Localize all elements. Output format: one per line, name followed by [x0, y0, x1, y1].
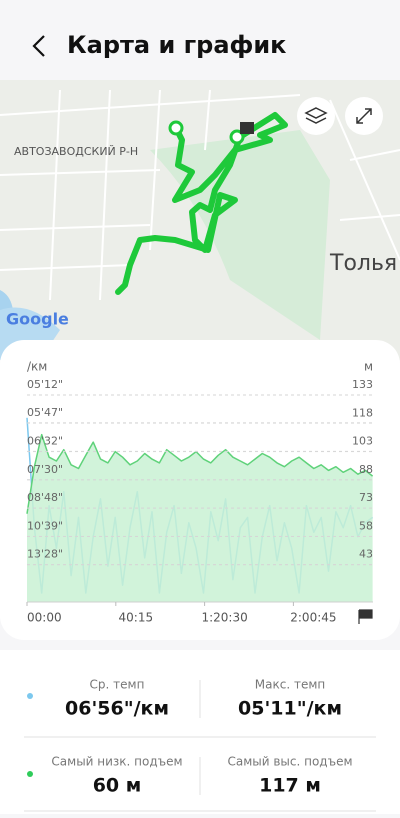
y-tick-label: 07'30": [27, 463, 63, 476]
stat-value: 05'11"/км: [238, 698, 342, 720]
map-label: Толья: [329, 251, 397, 276]
y2-tick-label: 43: [359, 548, 373, 561]
y-tick-label: 08'48": [27, 491, 63, 504]
finish-flag-icon: [358, 609, 373, 624]
stat-value: 117 м: [259, 775, 321, 797]
x-tick-label: 2:00:45: [290, 611, 336, 625]
layers-button[interactable]: [297, 97, 335, 135]
y2-tick-label: 118: [352, 406, 373, 419]
stat-value: 60 м: [93, 775, 142, 797]
elevation-area: [27, 434, 373, 602]
stat-label: Макс. темп: [255, 678, 325, 692]
chart: /км м 05'12" 05'47" 06'32" 07'30" 08'48" 10'39"…: [26, 360, 374, 625]
y-axis-label: /км: [27, 360, 47, 374]
elevation-line: [26, 433, 374, 514]
map-attribution: Google: [6, 310, 69, 329]
stat-label: Ср. темп: [90, 678, 145, 692]
y-tick-label: 06'32": [27, 434, 63, 447]
map-label: АВТОЗАВОДСКИЙ Р-Н: [14, 145, 138, 158]
stat-label: Самый низк. подъем: [51, 755, 182, 769]
elevation-legend-dot: [27, 771, 33, 777]
y-tick-label: 10'39": [27, 519, 63, 532]
expand-icon: [356, 108, 372, 124]
y2-tick-label: 88: [359, 463, 373, 476]
stat-label: Самый выс. подъем: [227, 755, 352, 769]
y2-axis-label: м: [364, 360, 373, 374]
y2-tick-label: 133: [352, 378, 373, 391]
x-tick-label: 1:20:30: [201, 611, 247, 625]
page-title: Карта и график: [67, 31, 286, 59]
x-tick-label: 40:15: [119, 611, 154, 625]
pace-legend-dot: [27, 693, 33, 699]
stat-value: 06'56"/км: [65, 698, 169, 720]
y-tick-label: 05'12": [27, 378, 63, 391]
back-button[interactable]: [32, 35, 45, 57]
y2-tick-label: 103: [352, 435, 373, 448]
y-tick-label: 05'47": [27, 406, 63, 419]
y2-tick-label: 73: [359, 491, 373, 504]
map[interactable]: АВТОЗАВОДСКИЙ Р-Н Толья Google: [0, 80, 400, 360]
y2-tick-label: 58: [359, 519, 373, 532]
y-tick-label: 13'28": [27, 548, 63, 561]
layers-icon: [304, 107, 328, 124]
x-tick-label: 00:00: [27, 611, 62, 625]
